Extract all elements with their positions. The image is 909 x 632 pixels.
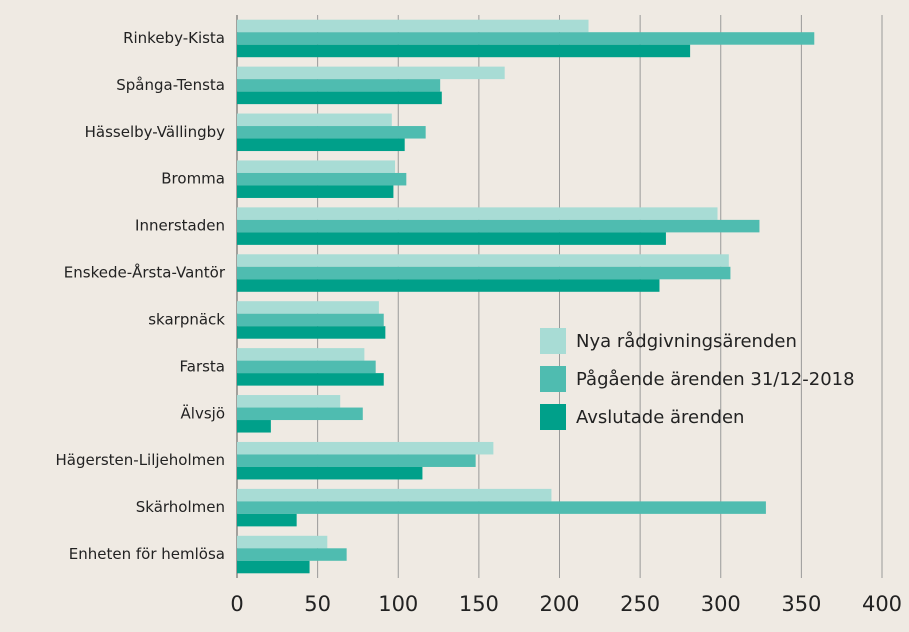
bar — [237, 66, 505, 80]
bar — [237, 441, 494, 455]
legend-swatch — [540, 328, 566, 354]
bar — [237, 44, 691, 58]
bar — [237, 420, 271, 433]
bar — [237, 254, 729, 267]
x-tick-label: 150 — [459, 592, 499, 616]
bar — [237, 160, 396, 173]
bar — [237, 348, 365, 361]
bar — [237, 219, 760, 233]
y-tick-label: Rinkeby-Kista — [123, 29, 225, 47]
legend-label: Pågående ärenden 31/12-2018 — [576, 369, 855, 390]
bar — [237, 19, 589, 33]
bar — [237, 373, 384, 386]
bar — [237, 207, 718, 220]
bar — [237, 172, 407, 186]
bar — [237, 466, 423, 480]
legend-swatch — [540, 404, 566, 430]
bar — [237, 454, 476, 467]
bar — [237, 326, 386, 339]
y-tick-label: Spånga-Tensta — [116, 76, 225, 94]
bar — [237, 113, 392, 127]
x-tick-label: 100 — [378, 592, 418, 616]
legend-swatch — [540, 366, 566, 392]
y-tick-label: skarpnäck — [148, 310, 225, 328]
bar — [237, 266, 731, 280]
bar — [237, 79, 441, 92]
bar — [237, 548, 347, 561]
bar — [237, 232, 666, 245]
y-tick-label: Skärholmen — [136, 498, 225, 516]
bar — [237, 360, 376, 374]
y-tick-label: Bromma — [161, 170, 225, 188]
bar — [237, 488, 552, 502]
legend-label: Avslutade ärenden — [576, 407, 744, 428]
bar — [237, 301, 379, 314]
bar — [237, 279, 660, 292]
x-tick-label: 200 — [539, 592, 579, 616]
x-tick-label: 50 — [304, 592, 331, 616]
y-tick-label: Älvsjö — [181, 403, 225, 422]
bar — [237, 407, 363, 421]
bar — [237, 501, 766, 514]
y-tick-label: Innerstaden — [135, 217, 225, 235]
bar — [237, 560, 310, 574]
bar — [237, 138, 405, 152]
x-tick-label: 350 — [781, 592, 821, 616]
bar — [237, 126, 426, 139]
legend-label: Nya rådgivningsärenden — [576, 331, 797, 352]
bar — [237, 32, 815, 45]
y-tick-label: Farsta — [180, 357, 226, 375]
bar — [237, 185, 394, 198]
x-tick-label: 0 — [230, 592, 243, 616]
y-tick-label: Hägersten-Liljeholmen — [55, 451, 225, 469]
y-tick-label: Enheten för hemlösa — [69, 545, 225, 563]
y-tick-label: Hässelby-Vällingby — [85, 123, 226, 141]
bar — [237, 535, 328, 549]
x-tick-label: 300 — [701, 592, 741, 616]
x-tick-label: 250 — [620, 592, 660, 616]
bar — [237, 91, 442, 105]
y-tick-label: Enskede-Årsta-Vantör — [64, 263, 226, 282]
x-tick-label: 400 — [862, 592, 902, 616]
bar — [237, 513, 297, 527]
bar — [237, 395, 341, 408]
bar — [237, 313, 384, 327]
